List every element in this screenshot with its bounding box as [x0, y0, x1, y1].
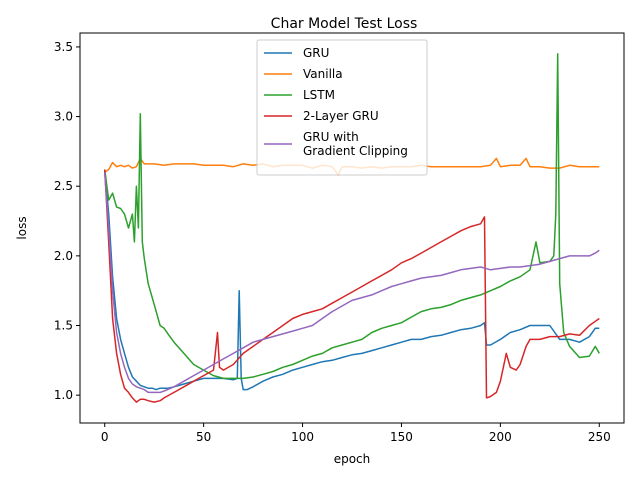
legend-label-1: Vanilla: [303, 67, 343, 81]
legend-label-0: GRU: [303, 46, 329, 60]
y-tick-label: 3.0: [54, 110, 73, 124]
y-tick-label: 1.0: [54, 388, 73, 402]
x-tick-label: 150: [390, 430, 413, 444]
x-tick-label: 0: [101, 430, 109, 444]
series-line-2: [103, 53, 600, 380]
x-tick-label: 200: [489, 430, 512, 444]
y-tick-label: 3.5: [54, 40, 73, 54]
legend-box: [256, 39, 428, 176]
x-tick-label: 100: [291, 430, 314, 444]
y-axis-ticks: 1.0 1.5 2.0 2.5 3.0 3.5: [54, 40, 80, 402]
x-axis-title: epoch: [334, 452, 371, 466]
series-line-4: [103, 172, 600, 394]
x-tick-label: 50: [196, 430, 211, 444]
legend-label-2: LSTM: [303, 88, 335, 102]
legend-label-4: Gradient Clipping: [303, 144, 408, 158]
y-axis-title: loss: [15, 216, 29, 239]
legend-label-3: 2-Layer GRU: [303, 109, 379, 123]
plot-frame: [79, 32, 625, 424]
x-tick-label: 250: [588, 430, 611, 444]
legend-label-4: GRU with: [303, 130, 359, 144]
x-axis-ticks: 0 50 100 150 200 250: [101, 423, 611, 444]
y-tick-label: 1.5: [54, 319, 73, 333]
series-line-0: [103, 169, 600, 391]
series-line-3: [103, 169, 600, 403]
y-tick-label: 2.5: [54, 179, 73, 193]
chart-title: Char Model Test Loss: [271, 16, 418, 32]
legend: GRU Vanilla LSTM 2-Layer GRU GRU withGradien…: [256, 39, 428, 176]
y-tick-label: 2.0: [54, 249, 73, 263]
